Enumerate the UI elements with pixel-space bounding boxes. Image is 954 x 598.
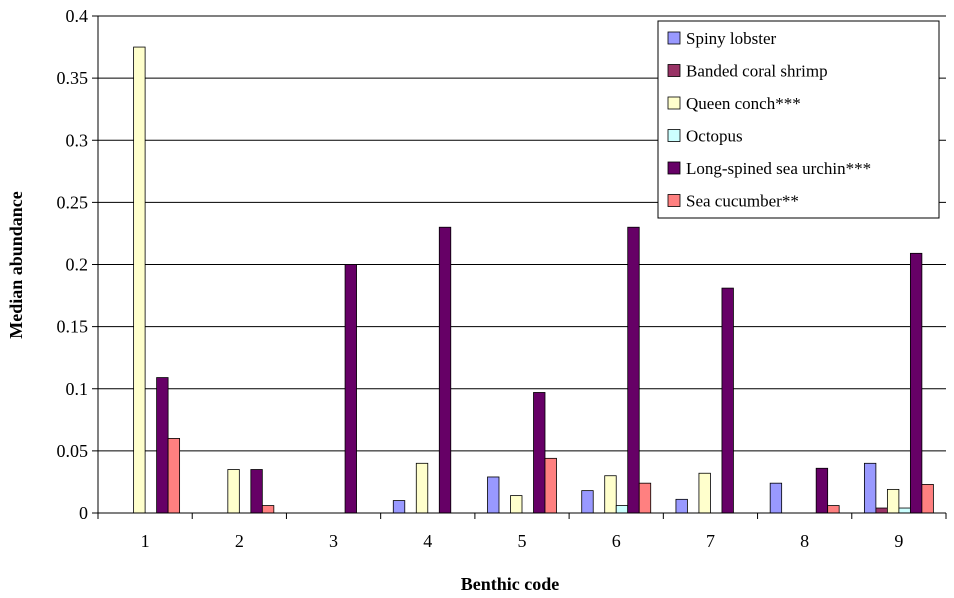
bar bbox=[533, 392, 546, 514]
bar bbox=[544, 457, 557, 514]
bar bbox=[392, 500, 406, 514]
x-tick-label: 6 bbox=[612, 531, 621, 551]
bar bbox=[615, 505, 629, 514]
legend-box bbox=[657, 20, 940, 219]
x-tick-label: 7 bbox=[706, 531, 715, 551]
legend-swatch bbox=[667, 194, 681, 207]
x-axis-title: Benthic code bbox=[461, 574, 560, 594]
y-axis-title: Median abundance bbox=[6, 191, 26, 339]
x-tick-label: 3 bbox=[329, 531, 338, 551]
bar bbox=[815, 467, 829, 514]
bar bbox=[344, 264, 357, 514]
bar bbox=[415, 462, 429, 514]
legend-label: Octopus bbox=[686, 127, 743, 146]
bar bbox=[167, 438, 181, 514]
x-tick-label: 4 bbox=[423, 531, 432, 551]
bar bbox=[250, 469, 263, 514]
y-tick-label: 0.05 bbox=[57, 441, 89, 461]
legend-label: Sea cucumber** bbox=[686, 192, 799, 211]
bar bbox=[886, 488, 900, 514]
bar bbox=[921, 484, 934, 514]
bar bbox=[698, 472, 711, 514]
x-tick-label: 5 bbox=[518, 531, 527, 551]
y-tick-label: 0 bbox=[79, 503, 88, 523]
bar bbox=[604, 475, 617, 514]
bar bbox=[510, 495, 523, 514]
y-tick-label: 0.4 bbox=[66, 6, 89, 26]
bar bbox=[261, 505, 275, 514]
legend-swatch bbox=[667, 64, 681, 77]
bar bbox=[863, 462, 877, 514]
legend-label: Spiny lobster bbox=[686, 29, 777, 48]
bar bbox=[827, 505, 840, 514]
y-tick-label: 0.2 bbox=[66, 255, 89, 275]
bar bbox=[898, 507, 911, 514]
x-tick-label: 9 bbox=[894, 531, 903, 551]
y-tick-label: 0.35 bbox=[57, 68, 89, 88]
bar bbox=[638, 482, 652, 514]
legend: Spiny lobster Banded coral shrimp Queen co… bbox=[657, 20, 940, 219]
legend-swatch bbox=[667, 161, 681, 175]
axes: 0 0.05 0.1 0.15 0.2 0.25 0.3 0.35 0.4 1 2 3 4 5 6 7 8 9 bbox=[57, 6, 947, 551]
bar bbox=[133, 46, 146, 514]
bar bbox=[227, 469, 240, 514]
y-tick-label: 0.3 bbox=[66, 130, 89, 150]
bar bbox=[769, 482, 783, 514]
bar bbox=[875, 507, 888, 514]
legend-swatch bbox=[667, 96, 681, 110]
x-tick-label: 8 bbox=[800, 531, 809, 551]
x-tick-label: 1 bbox=[141, 531, 150, 551]
bar bbox=[909, 252, 923, 514]
bar bbox=[627, 226, 640, 514]
bar bbox=[438, 226, 452, 514]
legend-swatch bbox=[667, 129, 681, 142]
legend-label: Queen conch*** bbox=[686, 94, 801, 113]
y-tick-label: 0.25 bbox=[57, 192, 89, 212]
bar bbox=[675, 498, 688, 514]
legend-label: Banded coral shrimp bbox=[686, 62, 828, 81]
gridlines bbox=[98, 15, 946, 452]
bar bbox=[581, 490, 594, 514]
legend-label: Long-spined sea urchin*** bbox=[686, 159, 871, 178]
y-tick-label: 0.1 bbox=[66, 379, 89, 399]
x-tick-label: 2 bbox=[235, 531, 244, 551]
y-tick-label: 0.15 bbox=[57, 317, 89, 337]
bar bbox=[721, 287, 734, 514]
bar bbox=[487, 476, 500, 514]
legend-swatch bbox=[667, 31, 681, 45]
bar bbox=[156, 377, 169, 514]
